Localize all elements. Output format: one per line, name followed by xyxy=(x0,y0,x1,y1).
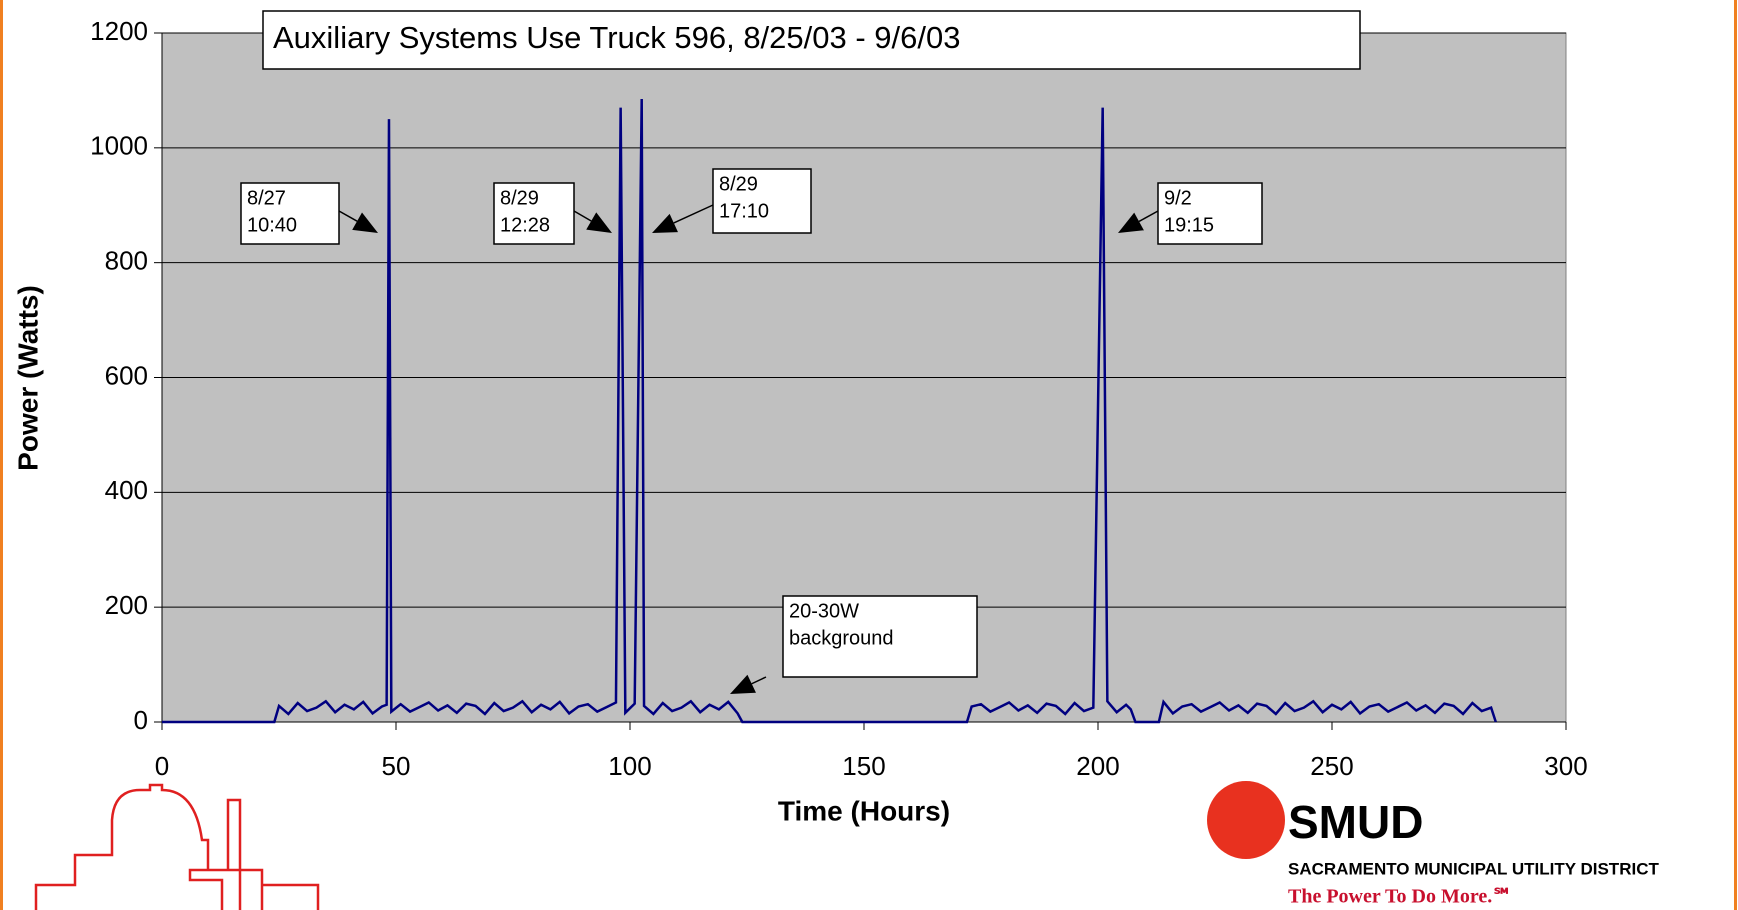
x-tick-label: 200 xyxy=(1076,751,1119,781)
x-tick-label: 50 xyxy=(382,751,411,781)
annotation-text: 8/27 xyxy=(247,187,286,209)
annotation-text: 10:40 xyxy=(247,214,297,236)
capitol-logo xyxy=(36,785,318,910)
logo-subtitle: SACRAMENTO MUNICIPAL UTILITY DISTRICT xyxy=(1288,859,1659,878)
annotation-text: 9/2 xyxy=(1164,187,1192,209)
annotation-text: 20-30W xyxy=(789,600,859,622)
y-tick-label: 1000 xyxy=(90,131,148,161)
x-tick-label: 300 xyxy=(1544,751,1587,781)
y-tick-label: 600 xyxy=(105,360,148,390)
x-tick-label: 0 xyxy=(155,751,169,781)
chart-title: Auxiliary Systems Use Truck 596, 8/25/03… xyxy=(273,20,960,55)
annotation-text: 19:15 xyxy=(1164,214,1214,236)
x-tick-label: 100 xyxy=(608,751,651,781)
x-tick-label: 250 xyxy=(1310,751,1353,781)
y-tick-label: 1200 xyxy=(90,16,148,46)
page: 020040060080010001200050100150200250300 … xyxy=(0,0,1738,910)
logo-name: SMUD xyxy=(1288,796,1423,848)
x-axis-label: Time (Hours) xyxy=(778,795,950,826)
logo-tagline: The Power To Do More.℠ xyxy=(1288,886,1513,908)
annotation-text: 12:28 xyxy=(500,214,550,236)
y-tick-label: 800 xyxy=(105,246,148,276)
y-axis-label: Power (Watts) xyxy=(12,285,43,471)
annotation-text: 17:10 xyxy=(719,200,769,222)
y-tick-label: 400 xyxy=(105,475,148,505)
smud-logo-circle xyxy=(1207,781,1285,859)
y-tick-label: 0 xyxy=(134,705,148,735)
annotation-text: 8/29 xyxy=(500,187,539,209)
x-tick-label: 150 xyxy=(842,751,885,781)
annotation-text: 8/29 xyxy=(719,173,758,195)
y-tick-label: 200 xyxy=(105,590,148,620)
annotation-text: background xyxy=(789,627,894,649)
